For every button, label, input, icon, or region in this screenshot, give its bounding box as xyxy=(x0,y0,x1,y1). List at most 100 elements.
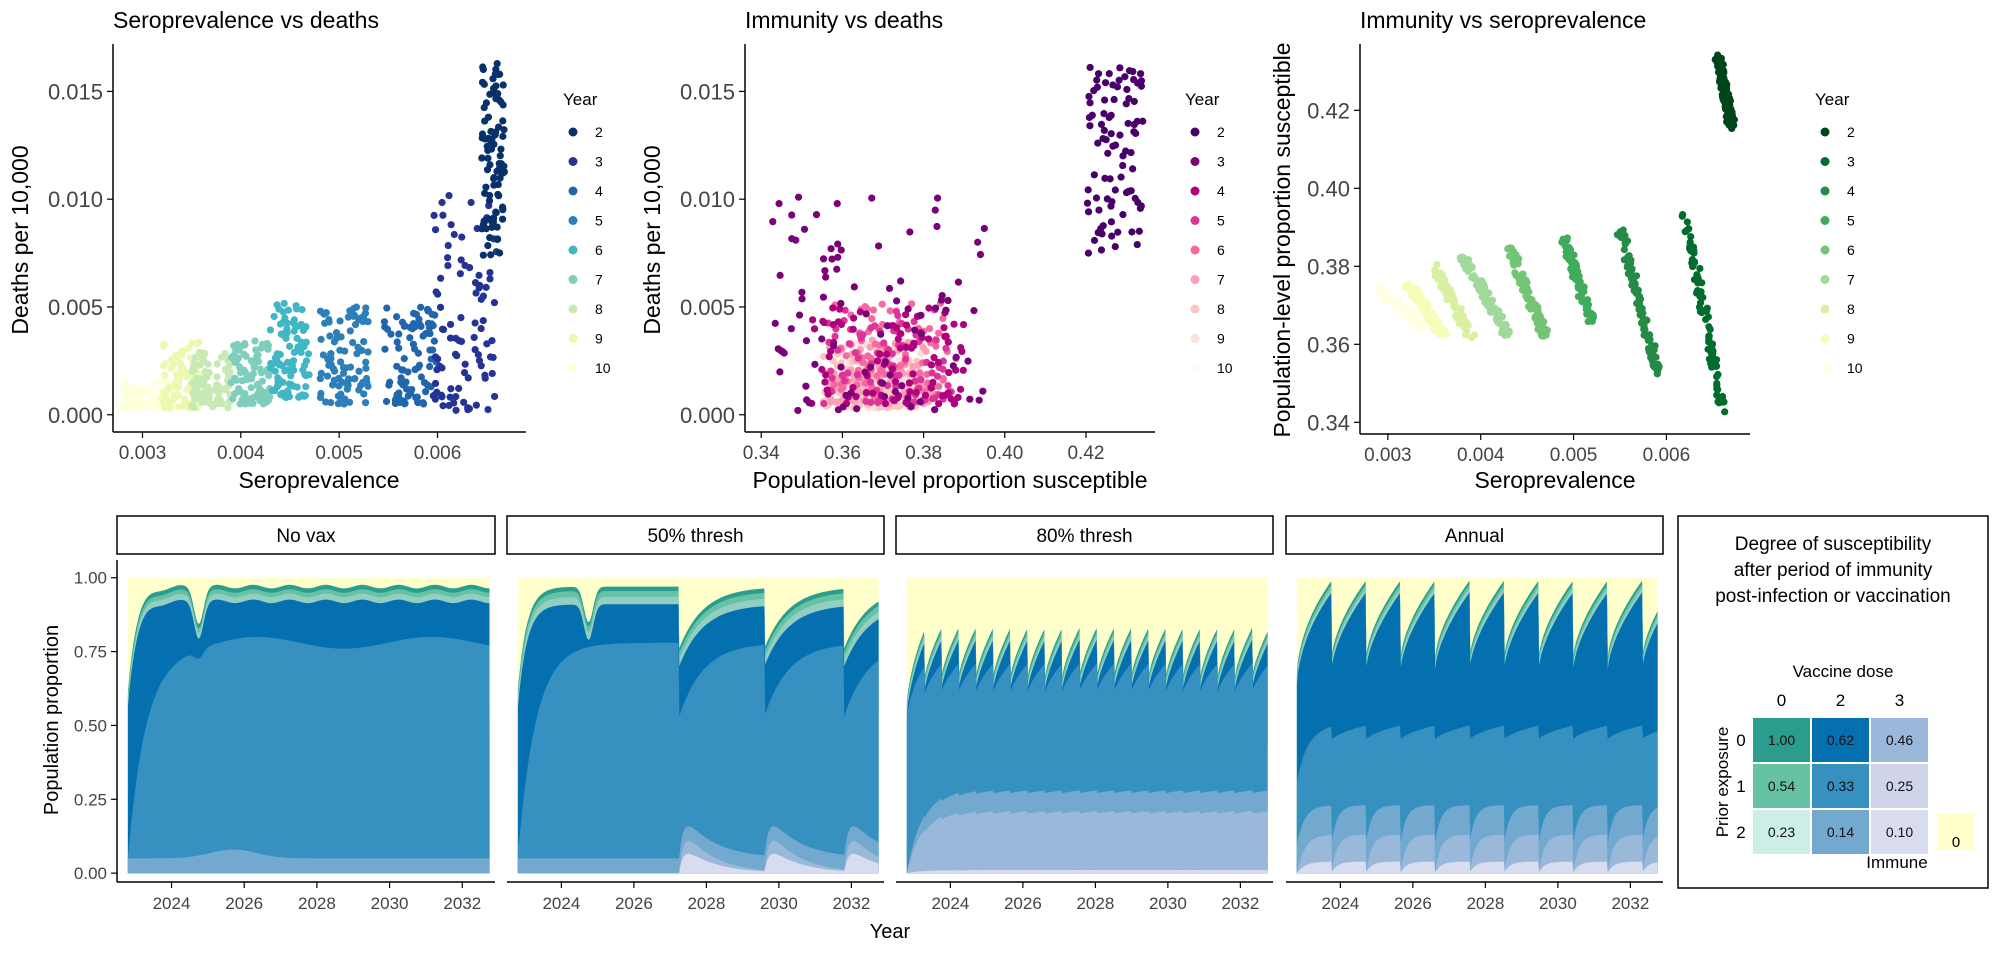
data-point-year-2 xyxy=(499,117,507,125)
legend-marker xyxy=(1190,334,1200,343)
data-point-year-7 xyxy=(264,345,272,353)
data-point-year-4 xyxy=(1619,226,1627,234)
data-point-year-4 xyxy=(411,323,419,331)
data-point-year-2 xyxy=(1116,131,1124,139)
data-point-year-3 xyxy=(488,337,496,345)
data-point-year-3 xyxy=(461,360,469,368)
data-point-year-2 xyxy=(1111,242,1119,251)
y-tick-label: 0.000 xyxy=(48,403,103,428)
data-point-year-3 xyxy=(776,368,784,376)
data-point-year-5 xyxy=(911,377,919,385)
data-point-year-6 xyxy=(1522,292,1530,300)
y-tick-label: 0.00 xyxy=(74,864,107,883)
col-label: 0 xyxy=(1777,691,1786,710)
data-point-year-4 xyxy=(825,353,833,361)
data-point-year-2 xyxy=(1123,85,1131,94)
data-point-year-5 xyxy=(360,338,368,346)
data-point-year-2 xyxy=(1088,111,1096,119)
facet-strip-label: 80% thresh xyxy=(1036,526,1132,547)
data-point-year-4 xyxy=(406,334,414,342)
data-point-year-2 xyxy=(1095,206,1103,214)
data-point-year-3 xyxy=(429,392,437,400)
legend-marker xyxy=(568,363,578,373)
legend-label: 2 xyxy=(1847,124,1855,140)
data-point-year-2 xyxy=(492,65,500,73)
grid-cell-value: 0.62 xyxy=(1827,732,1854,748)
grid-cell-value: 0.14 xyxy=(1827,824,1854,840)
data-point-year-4 xyxy=(902,321,911,329)
data-point-year-3 xyxy=(447,385,455,393)
data-point-year-4 xyxy=(925,304,933,312)
data-point-year-4 xyxy=(1613,231,1622,239)
legend-label: 6 xyxy=(1847,242,1855,258)
data-point-year-4 xyxy=(944,389,952,397)
legend-title-line-2: after period of immunity xyxy=(1734,560,1933,581)
data-point-year-4 xyxy=(954,393,962,402)
data-point-year-6 xyxy=(1537,329,1545,337)
scatter-points xyxy=(769,63,1147,415)
data-point-year-2 xyxy=(482,225,490,233)
data-point-year-5 xyxy=(362,374,371,383)
x-tick-label: 0.36 xyxy=(824,443,861,464)
data-point-year-4 xyxy=(1650,362,1658,370)
data-point-year-4 xyxy=(929,378,937,387)
legend-label: 3 xyxy=(595,154,603,170)
legend-label: 9 xyxy=(595,331,603,347)
data-point-year-5 xyxy=(317,335,325,343)
scatter-points xyxy=(1372,51,1738,416)
legend-marker xyxy=(568,245,578,255)
data-point-year-3 xyxy=(788,235,796,243)
data-point-year-5 xyxy=(364,382,372,390)
data-point-year-8 xyxy=(224,404,232,412)
data-point-year-6 xyxy=(861,302,869,311)
data-point-year-3 xyxy=(822,273,830,281)
data-point-year-7 xyxy=(1482,288,1490,296)
data-point-year-3 xyxy=(486,353,495,361)
data-point-year-10 xyxy=(149,379,158,387)
data-point-year-3 xyxy=(980,224,988,233)
x-tick-label: 2026 xyxy=(615,894,653,913)
data-point-year-6 xyxy=(1512,271,1520,280)
data-point-year-2 xyxy=(1108,232,1116,240)
data-point-year-2 xyxy=(494,90,502,98)
data-point-year-8 xyxy=(188,368,196,376)
data-point-year-9 xyxy=(1428,317,1436,326)
grid-cell xyxy=(1812,718,1869,762)
data-point-year-6 xyxy=(269,360,277,368)
legend-marker xyxy=(1820,157,1830,166)
data-point-year-8 xyxy=(199,353,207,361)
x-tick-label: 2024 xyxy=(153,894,191,913)
data-point-year-3 xyxy=(898,382,906,390)
data-point-year-3 xyxy=(430,211,438,219)
data-point-year-4 xyxy=(869,389,877,397)
x-tick-label: 0.34 xyxy=(743,443,780,464)
data-point-year-3 xyxy=(438,364,446,372)
data-point-year-5 xyxy=(316,393,325,402)
data-point-year-3 xyxy=(891,388,899,396)
data-point-year-3 xyxy=(819,293,828,301)
data-point-year-4 xyxy=(430,337,438,345)
data-point-year-10 xyxy=(120,395,128,403)
data-point-year-9 xyxy=(193,340,201,348)
data-point-year-5 xyxy=(319,351,327,359)
data-point-year-3 xyxy=(1685,244,1694,253)
data-point-year-3 xyxy=(875,242,883,250)
data-point-year-3 xyxy=(461,261,469,270)
data-point-year-8 xyxy=(1432,270,1441,278)
legend-label: 2 xyxy=(595,124,603,140)
data-point-year-2 xyxy=(496,174,504,182)
data-point-year-4 xyxy=(415,361,424,369)
data-point-year-3 xyxy=(794,193,803,201)
data-point-year-10 xyxy=(149,392,157,400)
data-point-year-4 xyxy=(836,305,844,313)
data-point-year-8 xyxy=(1433,260,1441,269)
data-point-year-4 xyxy=(380,318,389,326)
data-point-year-5 xyxy=(834,346,842,354)
data-point-year-2 xyxy=(1107,218,1116,226)
y-axis-label: Population proportion xyxy=(41,625,63,815)
data-point-year-3 xyxy=(834,240,842,248)
data-point-year-2 xyxy=(1107,130,1115,138)
data-point-year-4 xyxy=(424,306,433,315)
data-point-year-2 xyxy=(1107,111,1115,119)
x-tick-label: 2028 xyxy=(1466,894,1504,913)
